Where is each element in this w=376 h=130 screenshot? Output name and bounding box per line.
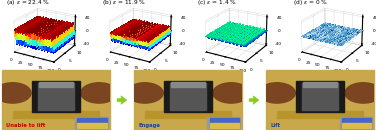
Bar <box>77 123 107 128</box>
Text: Engage: Engage <box>138 123 160 128</box>
Text: (a) $\varepsilon$ = 22.4 %: (a) $\varepsilon$ = 22.4 % <box>6 0 50 7</box>
Bar <box>277 111 363 118</box>
Bar <box>75 117 108 129</box>
Bar <box>209 118 239 128</box>
Bar <box>208 117 240 129</box>
Text: (c) $\varepsilon$ = 1.4 %: (c) $\varepsilon$ = 1.4 % <box>197 0 237 7</box>
Bar <box>342 118 371 128</box>
Bar <box>303 82 337 87</box>
Circle shape <box>345 83 376 103</box>
Bar <box>302 83 338 110</box>
Bar <box>13 111 99 118</box>
Text: Unit: μm: Unit: μm <box>350 74 373 79</box>
Bar <box>209 123 239 128</box>
Text: Unable to lift: Unable to lift <box>6 123 45 128</box>
Bar <box>77 118 107 128</box>
Bar <box>39 82 73 87</box>
Bar <box>342 123 371 128</box>
Circle shape <box>126 83 163 103</box>
Text: (d) $\varepsilon$ = 0 %: (d) $\varepsilon$ = 0 % <box>293 0 328 7</box>
Circle shape <box>81 83 117 103</box>
Bar <box>296 81 344 112</box>
Circle shape <box>0 83 31 103</box>
Text: Lift: Lift <box>270 123 280 128</box>
Bar <box>171 82 205 87</box>
Bar <box>170 83 206 110</box>
Circle shape <box>259 83 295 103</box>
Bar <box>32 81 80 112</box>
Circle shape <box>213 83 250 103</box>
Bar <box>164 81 212 112</box>
Bar <box>145 111 231 118</box>
Text: (b) $\varepsilon$ = 11.9 %: (b) $\varepsilon$ = 11.9 % <box>102 0 146 7</box>
Bar <box>38 83 74 110</box>
Bar <box>340 117 372 129</box>
